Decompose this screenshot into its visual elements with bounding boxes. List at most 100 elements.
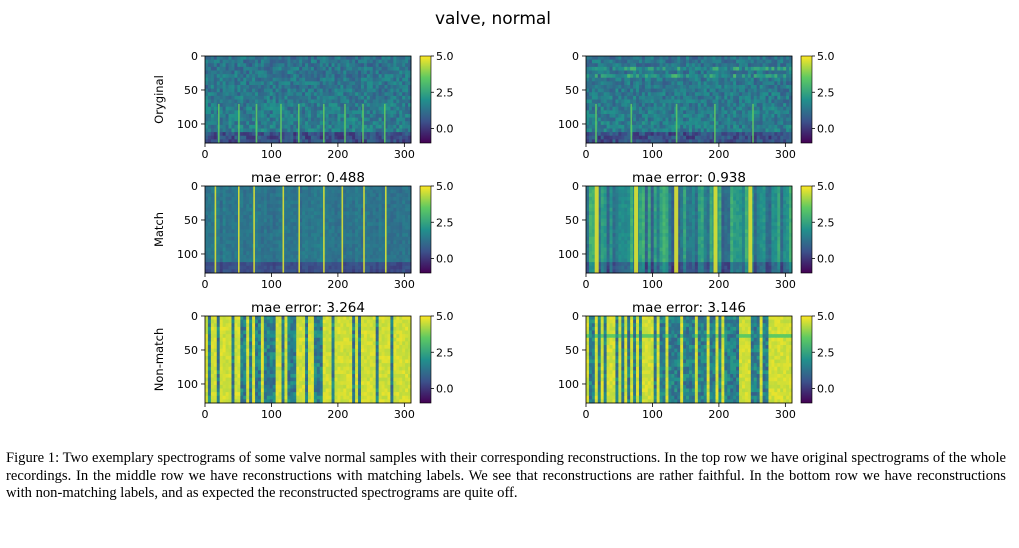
figure: valve, normal 0 100 200 300 0 50 100 5.0 2.5 0.0 O… (152, 9, 835, 421)
spectrogram-panel: 0 100 200 300 0 50 100 5.0 2.5 0.0 mae error: 0.93… (558, 170, 835, 291)
y-tick-label: 100 (558, 378, 579, 391)
spectrogram-panel: 0 100 200 300 0 50 100 5.0 2.5 0.0 Oryginal (152, 50, 454, 161)
colorbar-tick-label: 0.0 (817, 253, 835, 266)
x-tick-label: 300 (394, 148, 415, 161)
colorbar-gradient (419, 185, 432, 274)
colorbar-tick-label: 2.5 (817, 86, 835, 99)
colorbar-tick-label: 5.0 (817, 50, 835, 63)
y-tick-label: 0 (572, 180, 579, 193)
y-tick-label: 0 (572, 310, 579, 323)
x-tick-label: 200 (708, 408, 729, 421)
x-tick-label: 300 (775, 148, 796, 161)
x-tick-label: 0 (583, 278, 590, 291)
x-tick-label: 0 (202, 148, 209, 161)
spectrogram-image (586, 186, 793, 274)
colorbar-tick-label: 2.5 (436, 216, 454, 229)
y-tick-label: 50 (565, 84, 579, 97)
plot-frame (204, 315, 412, 404)
panel-title-mae: mae error: 0.488 (251, 170, 365, 186)
y-tick-label: 100 (558, 118, 579, 131)
colorbar-gradient (419, 55, 432, 144)
colorbar: 5.0 2.5 0.0 (419, 180, 454, 274)
row-label: Match (152, 212, 166, 247)
x-tick-label: 100 (261, 278, 282, 291)
y-tick-label: 0 (191, 310, 198, 323)
x-tick-label: 200 (327, 278, 348, 291)
y-tick-label: 100 (177, 378, 198, 391)
x-tick-label: 300 (775, 408, 796, 421)
spectrogram-image (205, 186, 412, 274)
spectrogram-image (205, 316, 412, 404)
colorbar-tick-label: 0.0 (436, 253, 454, 266)
x-tick-label: 300 (775, 278, 796, 291)
colorbar-gradient (800, 315, 813, 404)
spectrogram-panel: 0 100 200 300 0 50 100 5.0 2.5 0.0 mae error: 3.26… (152, 300, 454, 421)
spectrogram-image (586, 56, 793, 144)
colorbar-tick-label: 2.5 (436, 86, 454, 99)
y-tick-label: 50 (565, 344, 579, 357)
colorbar-tick-label: 2.5 (817, 346, 835, 359)
plot-frame (585, 55, 793, 144)
y-tick-label: 0 (191, 180, 198, 193)
y-tick-label: 100 (177, 118, 198, 131)
y-tick-label: 50 (565, 214, 579, 227)
x-tick-label: 200 (708, 148, 729, 161)
x-tick-label: 0 (583, 408, 590, 421)
x-tick-label: 100 (642, 278, 663, 291)
y-tick-label: 50 (184, 84, 198, 97)
x-tick-label: 200 (708, 278, 729, 291)
colorbar-tick-label: 5.0 (436, 180, 454, 193)
colorbar-tick-label: 0.0 (436, 383, 454, 396)
x-tick-label: 0 (583, 148, 590, 161)
colorbar-tick-label: 2.5 (817, 216, 835, 229)
colorbar-gradient (800, 55, 813, 144)
x-tick-label: 200 (327, 148, 348, 161)
x-tick-label: 300 (394, 408, 415, 421)
y-tick-label: 100 (177, 248, 198, 261)
x-tick-label: 100 (642, 408, 663, 421)
plot-frame (585, 185, 793, 274)
x-tick-label: 100 (261, 148, 282, 161)
y-tick-label: 50 (184, 344, 198, 357)
spectrogram-image (205, 56, 412, 144)
colorbar: 5.0 2.5 0.0 (800, 180, 835, 274)
x-tick-label: 0 (202, 408, 209, 421)
colorbar: 5.0 2.5 0.0 (419, 310, 454, 404)
colorbar-gradient (800, 185, 813, 274)
colorbar-tick-label: 0.0 (817, 123, 835, 136)
panel-title-mae: mae error: 3.146 (632, 300, 746, 316)
colorbar: 5.0 2.5 0.0 (800, 50, 835, 144)
row-label: Oryginal (152, 75, 166, 124)
colorbar-tick-label: 5.0 (817, 180, 835, 193)
figure-caption: Figure 1: Two exemplary spectrograms of … (6, 450, 1006, 501)
colorbar-tick-label: 5.0 (436, 310, 454, 323)
row-label: Non-match (152, 328, 166, 391)
colorbar-tick-label: 0.0 (817, 383, 835, 396)
plot-frame (204, 185, 412, 274)
spectrogram-panel: 0 100 200 300 0 50 100 5.0 2.5 0.0 mae error: 0.48… (152, 170, 454, 291)
x-tick-label: 0 (202, 278, 209, 291)
y-tick-label: 0 (572, 50, 579, 63)
x-tick-label: 100 (261, 408, 282, 421)
figure-title: valve, normal (435, 9, 551, 29)
colorbar-tick-label: 2.5 (436, 346, 454, 359)
x-tick-label: 200 (327, 408, 348, 421)
y-tick-label: 100 (558, 248, 579, 261)
colorbar-tick-label: 5.0 (817, 310, 835, 323)
x-tick-label: 300 (394, 278, 415, 291)
spectrogram-panel: 0 100 200 300 0 50 100 5.0 2.5 0.0 mae error: 3.14… (558, 300, 835, 421)
plot-frame (585, 315, 793, 404)
spectrogram-image (586, 316, 793, 404)
spectrogram-panel: 0 100 200 300 0 50 100 5.0 2.5 0.0 (558, 50, 835, 161)
colorbar-tick-label: 0.0 (436, 123, 454, 136)
panel-title-mae: mae error: 3.264 (251, 300, 365, 316)
colorbar: 5.0 2.5 0.0 (800, 310, 835, 404)
plot-frame (204, 55, 412, 144)
colorbar-gradient (419, 315, 432, 404)
panel-title-mae: mae error: 0.938 (632, 170, 746, 186)
x-tick-label: 100 (642, 148, 663, 161)
colorbar: 5.0 2.5 0.0 (419, 50, 454, 144)
colorbar-tick-label: 5.0 (436, 50, 454, 63)
y-tick-label: 0 (191, 50, 198, 63)
y-tick-label: 50 (184, 214, 198, 227)
